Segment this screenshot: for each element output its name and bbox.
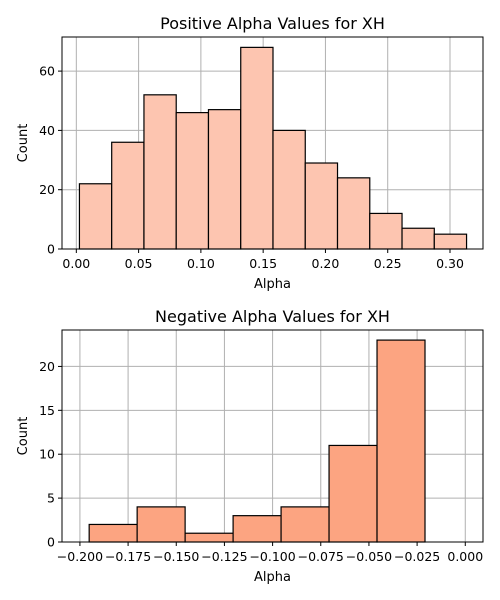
x-tick-label: −0.050 xyxy=(346,549,392,564)
histogram-bar xyxy=(175,112,210,250)
x-tick-label: 0.000 xyxy=(447,549,483,564)
x-axis-label: Alpha xyxy=(254,570,291,585)
histogram-bar xyxy=(207,109,242,250)
histogram-bar xyxy=(184,532,234,543)
x-tick-label: 0.15 xyxy=(249,256,277,271)
histogram-bar xyxy=(280,506,330,543)
negative-alpha-histogram: −0.200 −0.175 −0.150 −0.125 −0.100 −0.075 −0.0… xyxy=(16,307,484,585)
y-tick-label: 0 xyxy=(47,242,55,257)
x-tick-label: −0.100 xyxy=(249,549,295,564)
histogram-bar xyxy=(136,506,186,543)
x-tick-label: −0.125 xyxy=(201,549,247,564)
x-axis-label: Alpha xyxy=(254,277,291,292)
positive-alpha-histogram: 0.00 0.05 0.10 0.15 0.20 0.25 0.30 0 20 40 60 Posit… xyxy=(16,14,484,292)
histogram-bar xyxy=(232,515,282,543)
histogram-bar xyxy=(111,141,145,250)
y-tick-label: 20 xyxy=(39,182,55,197)
histogram-bar xyxy=(78,183,113,250)
histogram-bar xyxy=(328,444,378,543)
x-tick-label: 0.20 xyxy=(312,256,340,271)
plot-frame xyxy=(61,36,484,250)
histogram-bar xyxy=(143,94,177,250)
histogram-bar xyxy=(433,233,468,250)
x-tick-label: −0.075 xyxy=(298,549,344,564)
chart-title: Negative Alpha Values for XH xyxy=(155,307,390,326)
y-tick-label: 5 xyxy=(47,491,55,506)
x-tick-label: 0.10 xyxy=(187,256,215,271)
y-tick-label: 60 xyxy=(39,64,55,79)
histogram-bar xyxy=(240,46,274,250)
x-tick-label: 0.25 xyxy=(374,256,402,271)
histogram-bar xyxy=(88,523,138,543)
histogram-bar xyxy=(336,177,371,250)
x-tick-label: −0.150 xyxy=(153,549,199,564)
histogram-bar xyxy=(272,129,306,250)
y-tick-label: 15 xyxy=(39,403,55,418)
y-tick-label: 20 xyxy=(39,359,55,374)
histogram-bar xyxy=(401,227,435,250)
x-tick-label: −0.200 xyxy=(57,549,103,564)
x-tick-label: −0.025 xyxy=(394,549,440,564)
y-axis-label: Count xyxy=(16,417,31,456)
y-tick-label: 40 xyxy=(39,123,55,138)
histogram-bar xyxy=(376,339,426,543)
y-axis-label: Count xyxy=(16,124,31,163)
histogram-bar xyxy=(369,212,403,250)
x-tick-label: 0.00 xyxy=(62,256,90,271)
x-tick-label: 0.05 xyxy=(125,256,153,271)
chart-title: Positive Alpha Values for XH xyxy=(160,14,385,33)
y-tick-label: 10 xyxy=(39,447,55,462)
histogram-bar xyxy=(304,162,339,250)
x-tick-label: 0.30 xyxy=(436,256,464,271)
y-tick-label: 0 xyxy=(47,535,55,550)
x-tick-label: −0.175 xyxy=(105,549,151,564)
